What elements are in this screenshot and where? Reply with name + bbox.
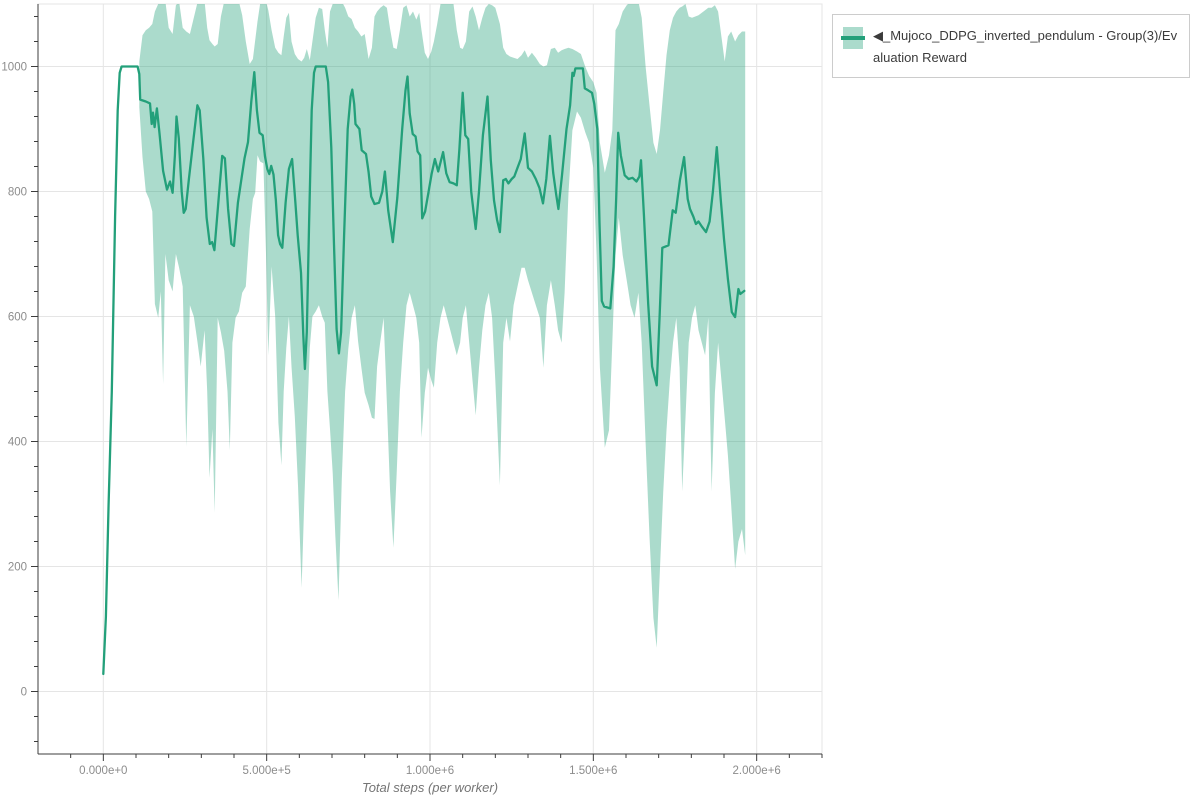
- y-tick-label: 0: [21, 687, 27, 699]
- x-tick-label: 5.000e+5: [243, 765, 291, 777]
- y-tick-label: 200: [8, 562, 27, 574]
- confidence-band: [139, 4, 746, 648]
- y-tick-label: 400: [8, 437, 27, 449]
- y-tick-label: 600: [8, 312, 27, 324]
- x-tick-label: 0.000e+0: [79, 765, 127, 777]
- legend-band-swatch: [841, 27, 865, 49]
- legend-label: ◀_Mujoco_DDPG_inverted_pendulum - Group(…: [873, 28, 1178, 65]
- y-tick-label: 1000: [1, 62, 27, 74]
- series-layer: [102, 4, 746, 676]
- y-tick-label: 800: [8, 187, 27, 199]
- x-tick-label: 1.500e+6: [569, 765, 617, 777]
- mean-line: [102, 65, 746, 676]
- x-axis-label: Total steps (per worker): [362, 780, 498, 795]
- x-tick-label: 1.000e+6: [406, 765, 454, 777]
- legend-line-swatch: [841, 36, 865, 40]
- legend: ◀_Mujoco_DDPG_inverted_pendulum - Group(…: [832, 14, 1190, 78]
- x-tick-label: 2.000e+6: [733, 765, 781, 777]
- legend-item[interactable]: ◀_Mujoco_DDPG_inverted_pendulum - Group(…: [841, 25, 1179, 69]
